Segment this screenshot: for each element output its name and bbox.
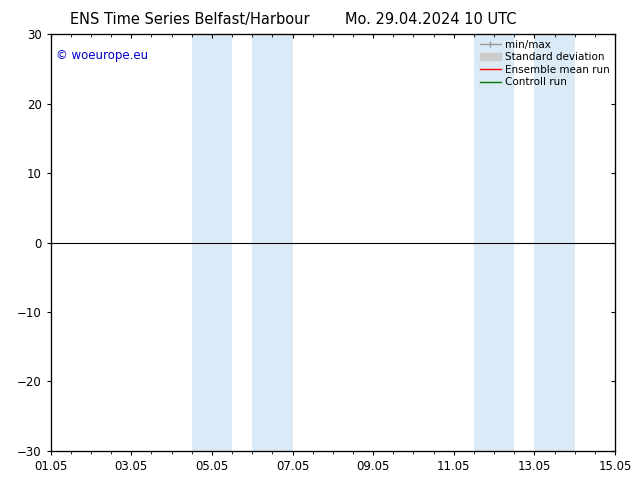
Legend: min/max, Standard deviation, Ensemble mean run, Controll run: min/max, Standard deviation, Ensemble me…	[478, 37, 612, 89]
Text: ENS Time Series Belfast/Harbour: ENS Time Series Belfast/Harbour	[70, 12, 310, 27]
Bar	[191, 34, 232, 451]
Bar	[474, 34, 514, 451]
Bar	[534, 34, 574, 451]
Text: © woeurope.eu: © woeurope.eu	[56, 49, 148, 62]
Text: Mo. 29.04.2024 10 UTC: Mo. 29.04.2024 10 UTC	[346, 12, 517, 27]
Bar	[252, 34, 292, 451]
